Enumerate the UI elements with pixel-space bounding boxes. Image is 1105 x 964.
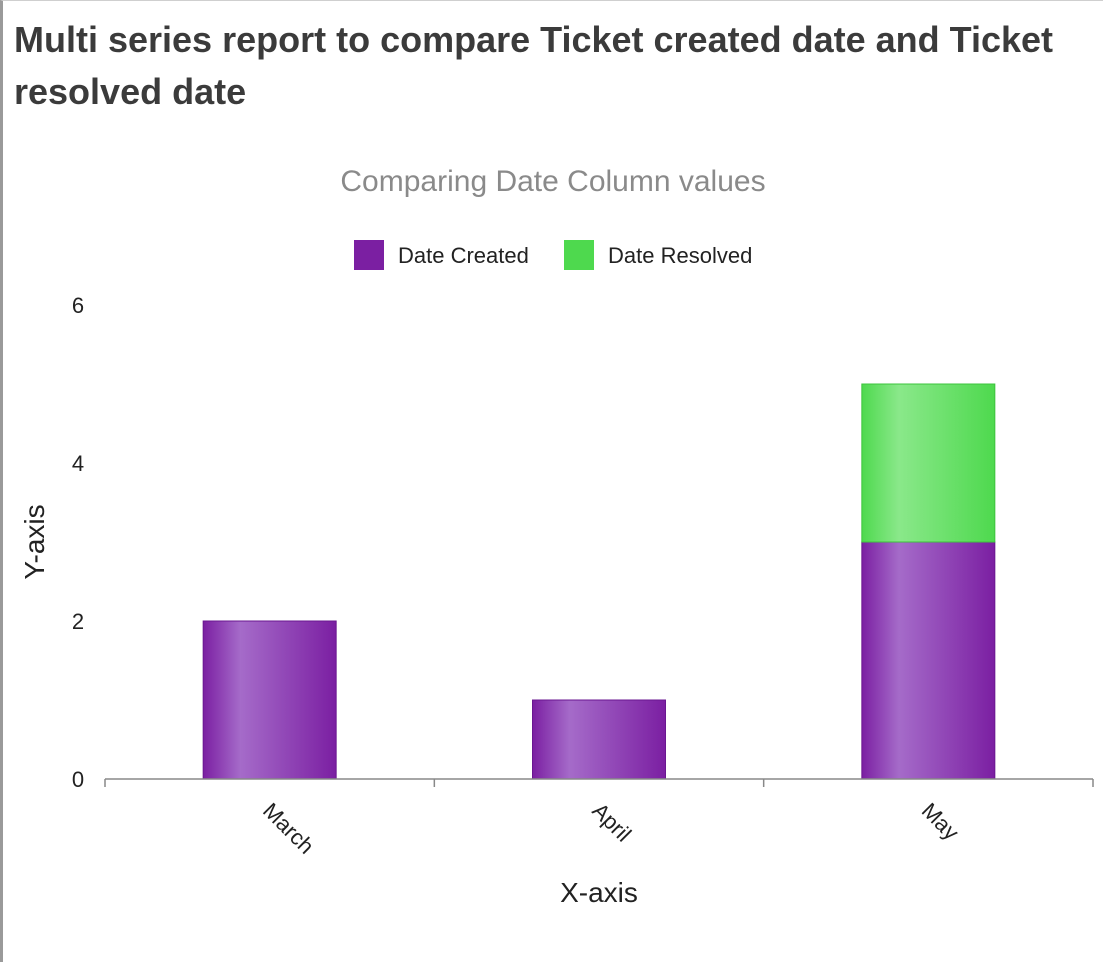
x-axis-label: X-axis: [560, 877, 638, 908]
y-tick-label: 0: [72, 767, 84, 792]
bar-date-created-april[interactable]: [532, 699, 666, 780]
x-tick-label: March: [258, 798, 319, 859]
y-axis-ticks: 0 2 4 6: [72, 293, 84, 792]
bar-date-created-may[interactable]: [861, 541, 996, 780]
bar-date-created-march[interactable]: [202, 620, 337, 780]
bars-group: [202, 383, 996, 780]
y-tick-label: 6: [72, 293, 84, 318]
x-axis: March April May: [104, 778, 1094, 859]
y-tick-label: 4: [72, 451, 84, 476]
bar-date-resolved-may[interactable]: [861, 383, 996, 543]
y-tick-label: 2: [72, 609, 84, 634]
legend-label-date-created[interactable]: Date Created: [398, 243, 529, 268]
legend-swatch-date-resolved[interactable]: [564, 240, 594, 270]
report-title: Multi series report to compare Ticket cr…: [14, 19, 1054, 112]
legend-swatch-date-created[interactable]: [354, 240, 384, 270]
x-tick-label: April: [587, 798, 636, 847]
y-axis-label: Y-axis: [19, 504, 50, 579]
chart-legend: Date Created Date Resolved: [354, 240, 752, 270]
legend-label-date-resolved[interactable]: Date Resolved: [608, 243, 752, 268]
x-tick-label: May: [917, 798, 964, 845]
chart-title: Comparing Date Column values: [340, 165, 765, 198]
